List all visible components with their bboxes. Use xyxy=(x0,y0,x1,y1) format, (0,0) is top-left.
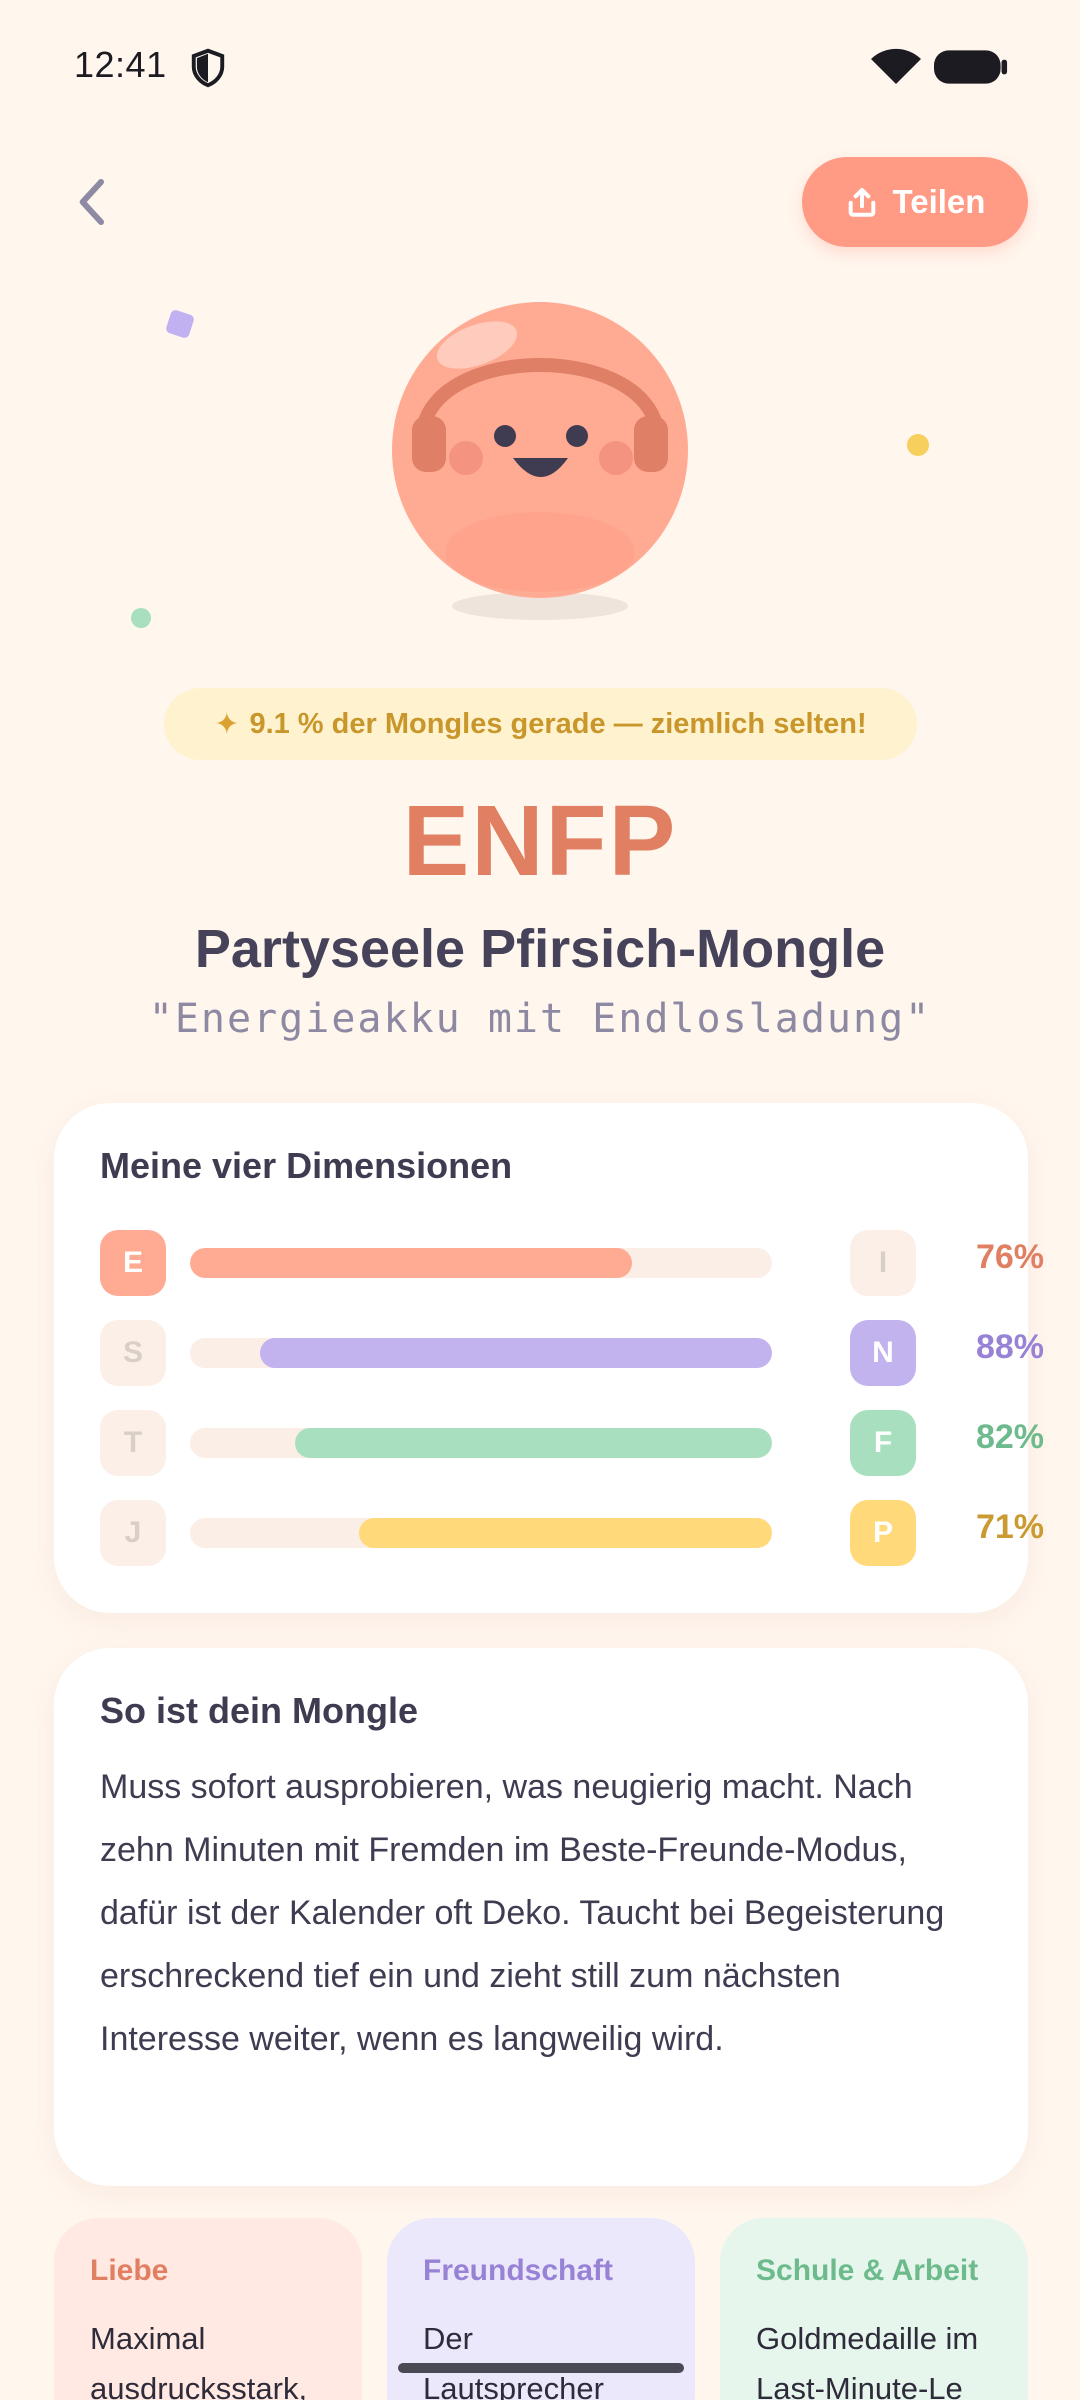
dimension-percent: 71% xyxy=(975,1508,1044,1546)
share-button-label: Teilen xyxy=(892,183,986,220)
rarity-badge: ✦ 9.1 % der Mongles gerade — ziemlich se… xyxy=(164,688,917,760)
dimension-row: T F 82% xyxy=(100,1410,1044,1476)
chevron-left-icon xyxy=(79,179,104,225)
dimension-fill xyxy=(358,1518,772,1548)
dimension-right-letter: F xyxy=(850,1410,916,1476)
dimension-track xyxy=(190,1428,772,1458)
status-bar: 12:41 xyxy=(0,0,1080,134)
dimension-right-letter: N xyxy=(850,1320,916,1386)
confetti-dot xyxy=(131,608,151,628)
dimension-percent: 76% xyxy=(975,1238,1044,1276)
type-code: ENFP xyxy=(402,785,678,897)
dimension-left-letter: J xyxy=(100,1500,166,1566)
personality-title: So ist dein Mongle xyxy=(100,1690,419,1731)
status-time: 12:41 xyxy=(74,44,167,85)
dimension-percent: 88% xyxy=(975,1328,1044,1366)
category-title: Liebe xyxy=(90,2254,169,2287)
category-card-love[interactable]: Liebe Maximal ausdrucksstark, xyxy=(54,2218,362,2400)
dimension-right-letter: I xyxy=(850,1230,916,1296)
type-name: Partyseele Pfirsich-Mongle xyxy=(194,919,886,979)
dimensions-title: Meine vier Dimensionen xyxy=(100,1145,513,1186)
category-card-school-work[interactable]: Schule & Arbeit Goldmedaille im Last-Min… xyxy=(720,2218,1028,2400)
battery-icon xyxy=(934,50,1008,84)
back-button[interactable] xyxy=(66,172,116,232)
confetti-square xyxy=(164,308,196,340)
dimension-fill xyxy=(190,1248,633,1278)
dimensions-card: Meine vier Dimensionen E I 76% S N 88% T… xyxy=(54,1103,1044,1613)
shield-icon xyxy=(191,48,225,88)
share-icon xyxy=(848,187,875,217)
dimension-fill xyxy=(294,1428,772,1458)
dimension-right-letter: P xyxy=(850,1500,916,1566)
dimension-track xyxy=(190,1518,772,1548)
home-indicator[interactable] xyxy=(398,2363,684,2373)
dimension-track xyxy=(190,1248,772,1278)
sparkle-icon: ✦ xyxy=(214,707,240,741)
dimension-row: J P 71% xyxy=(100,1500,1044,1566)
dimension-row: S N 88% xyxy=(100,1320,1044,1386)
dimension-percent: 82% xyxy=(975,1418,1044,1456)
personality-card: So ist dein Mongle Muss sofort ausprobie… xyxy=(54,1648,1028,2186)
rarity-text: 9.1 % der Mongles gerade — ziemlich selt… xyxy=(249,707,867,740)
category-title: Freundschaft xyxy=(423,2254,614,2287)
dimension-left-letter: S xyxy=(100,1320,166,1386)
category-text: Maximal ausdrucksstark, xyxy=(90,2321,308,2400)
dimension-left-letter: E xyxy=(100,1230,166,1296)
share-button[interactable]: Teilen xyxy=(802,157,1028,247)
wifi-icon xyxy=(871,48,921,84)
dimension-track xyxy=(190,1338,772,1368)
type-motto: "Energieakku mit Endlosladung" xyxy=(148,996,932,1042)
dimension-row: E I 76% xyxy=(100,1230,1044,1296)
personality-description: Muss sofort ausprobieren, was neugierig … xyxy=(100,1768,945,2058)
dimension-left-letter: T xyxy=(100,1410,166,1476)
category-title: Schule & Arbeit xyxy=(756,2254,979,2287)
category-text: Goldmedaille im Last-Minute-Le xyxy=(756,2321,979,2400)
mongle-mascot xyxy=(392,302,688,620)
confetti-dot xyxy=(907,434,929,456)
dimension-fill xyxy=(259,1338,772,1368)
category-text: Der Lautsprecher xyxy=(423,2321,604,2400)
